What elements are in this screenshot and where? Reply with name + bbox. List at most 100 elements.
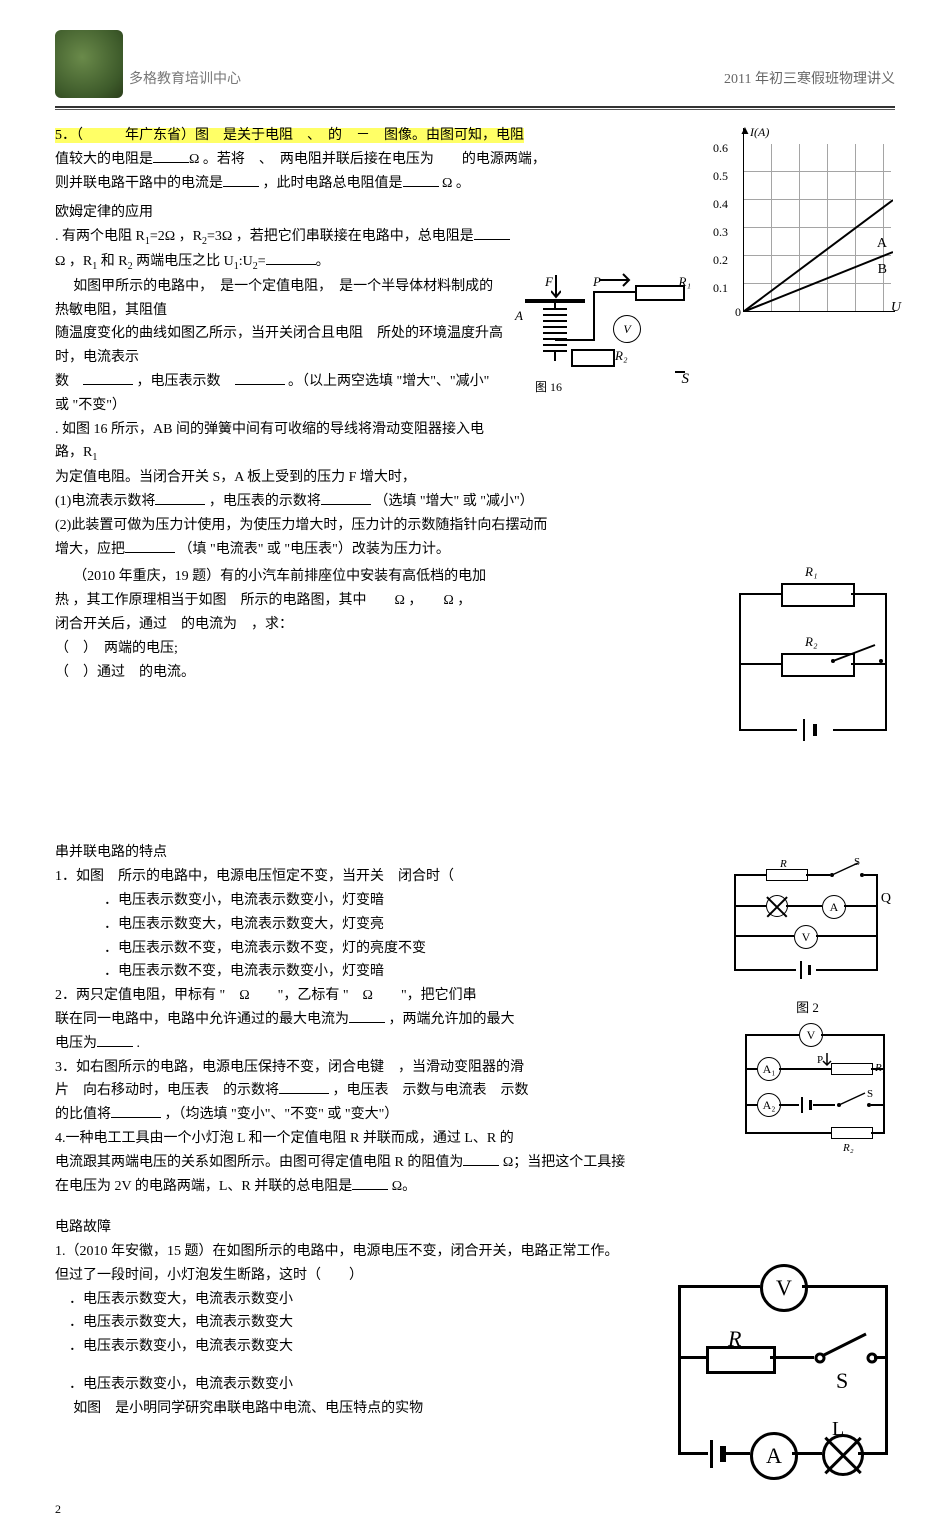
ohm-q3: . 如图 16 所示，AB 间的弹簧中间有可收缩的导线将滑动变阻器接入电路，R1 (55, 418, 895, 467)
wire (821, 1034, 885, 1036)
arrow-up-icon: ▲ (739, 120, 751, 140)
t: ，电压表示数 (137, 374, 235, 389)
circuit-fault: V R S A L (670, 1264, 895, 1469)
resistor-r2 (571, 349, 615, 367)
wire (813, 1104, 835, 1106)
ohm-q2-l3: 数 ，电压表示数 。（以上两空选填 "增大"、"减小" 或 "不变"） (55, 370, 895, 418)
wire (871, 1068, 885, 1070)
iv-y-label: I(A) (750, 122, 769, 142)
wire (734, 935, 794, 937)
wire (593, 291, 635, 293)
battery (800, 961, 802, 979)
wire (851, 593, 887, 595)
t: . 如图 16 所示，AB 间的弹簧中间有可收缩的导线将滑动变阻器接入电路，R (55, 422, 484, 461)
iv-tick: 0.2 (713, 250, 728, 270)
wire (858, 1452, 888, 1455)
fig2-block: R S Q A V (720, 865, 895, 1019)
t: ，（均选填 "变小"、"不变" 或 "变大"） (165, 1107, 399, 1122)
wire (726, 1452, 750, 1455)
t: (1)电流表示数将 (55, 494, 155, 509)
voltmeter-icon: V (799, 1023, 823, 1047)
blank (153, 148, 189, 163)
wire (871, 1104, 885, 1106)
lbl-q: Q (881, 887, 891, 911)
ammeter-icon: A (822, 895, 846, 919)
ammeter2-icon: A₂ (757, 1093, 781, 1117)
wire (833, 729, 887, 731)
lbl-r: R (780, 855, 787, 874)
t: （选填 "增大" 或 "减小"） (374, 494, 533, 509)
q5-l3a: 则并联电路干路中的电流是 (55, 176, 223, 191)
t: 在电压为 2V 的电路两端，L、R 并联的总电阻是 (55, 1179, 352, 1194)
iv-chart: I(A) ▲ 0.6 0.5 0.4 0.3 0.2 0.1 0 A B U (695, 124, 895, 324)
lbl-r2: R₂ (805, 631, 817, 653)
t: ，电压表 示数与电流表 示数 (333, 1083, 529, 1098)
wire (734, 905, 766, 907)
blank (403, 172, 439, 187)
voltmeter-icon: V (794, 925, 818, 949)
t: 数 (55, 374, 83, 389)
t: =2Ω ，R (150, 229, 202, 244)
page: 多格教育培训中心 2011 年初三寒假班物理讲义 I(A) ▲ 0.6 0.5 … (0, 0, 950, 1539)
ohm-q3-l2: 为定值电阻。当闭合开关 S，A 板上受到的压力 F 增大时， (55, 466, 895, 490)
iv-tick: 0.3 (713, 222, 728, 242)
t: ，两端允许加的最大 (389, 1012, 515, 1027)
content: I(A) ▲ 0.6 0.5 0.4 0.3 0.2 0.1 0 A B U 5… (55, 124, 895, 1519)
ohm-q3-l4: (2)此装置可做为压力计使用，为使压力增大时，压力计的示数随指针向右摆动而 (55, 514, 895, 538)
iv-tick: 0.6 (713, 138, 728, 158)
switch-icon (827, 639, 887, 667)
wire (734, 874, 766, 876)
ammeter1-icon: A₁ (757, 1057, 781, 1081)
slider-arrow-icon (821, 1053, 833, 1067)
blank (266, 250, 316, 265)
wire (745, 1068, 757, 1070)
wire (876, 874, 878, 970)
header-rule-bold (55, 106, 895, 108)
sub: 1 (92, 452, 97, 463)
battery (801, 1097, 803, 1113)
wire (844, 905, 878, 907)
t: :U (239, 254, 253, 269)
iv-tick: 0.1 (713, 278, 728, 298)
section-fault-title: 电路故障 (55, 1216, 895, 1240)
lbl-A: A (515, 305, 523, 327)
wire (678, 1356, 706, 1359)
blank (111, 1103, 161, 1118)
wire (874, 1356, 888, 1359)
switch-icon (675, 371, 685, 373)
switch-s-icon (828, 861, 868, 879)
page-header: 多格教育培训中心 2011 年初三寒假班物理讲义 (55, 30, 895, 100)
q5-l3c: Ω 。 (442, 176, 470, 191)
t: （2010 年重庆，19 题）有的小汽车前排座位中安装有高低档的电加 (73, 569, 486, 584)
blank (352, 1175, 388, 1190)
school-name: 多格教育培训中心 (129, 68, 241, 98)
lbl-s: S (854, 853, 860, 872)
wire (745, 1034, 747, 1134)
circuit-fig2: R S Q A V (720, 865, 885, 1005)
t: （填 "电流表" 或 "电压表"）改装为压力计。 (179, 542, 450, 557)
wire (792, 1452, 822, 1455)
wire (593, 291, 595, 341)
resistor-r (766, 869, 808, 881)
fault-q1a: 1.（2010 年安徽，15 题）在如图所示的电路中，电源电压不变，闭合开关，电… (55, 1240, 895, 1264)
lbl-r2: R₂ (843, 1139, 854, 1158)
wire (885, 1285, 888, 1455)
blank (463, 1151, 499, 1166)
wire (871, 1132, 885, 1134)
wire (779, 1104, 799, 1106)
blank (349, 1008, 385, 1023)
ohm-q2-l2: 随温度变化的曲线如图乙所示，当开关闭合且电阻 所处的环境温度升高时，电流表示 (55, 322, 895, 370)
t: 如图甲所示的电路中， 是一个定值电阻， 是一个半导体材料制成的热敏电阻，其阻值 (55, 279, 493, 318)
blank (83, 370, 133, 385)
slider-arrow-icon (599, 271, 633, 289)
wire (806, 874, 830, 876)
resistor-r1 (831, 1063, 873, 1075)
blank (155, 490, 205, 505)
t: 增大，应把 (55, 542, 125, 557)
wire (802, 1285, 888, 1288)
doc-title: 2011 年初三寒假班物理讲义 (724, 68, 895, 98)
blank (321, 490, 371, 505)
wire (739, 593, 781, 595)
spacer (55, 1198, 895, 1216)
ohm-q3-l3: (1)电流表示数将 ，电压表的示数将 （选填 "增大" 或 "减小"） (55, 490, 895, 514)
